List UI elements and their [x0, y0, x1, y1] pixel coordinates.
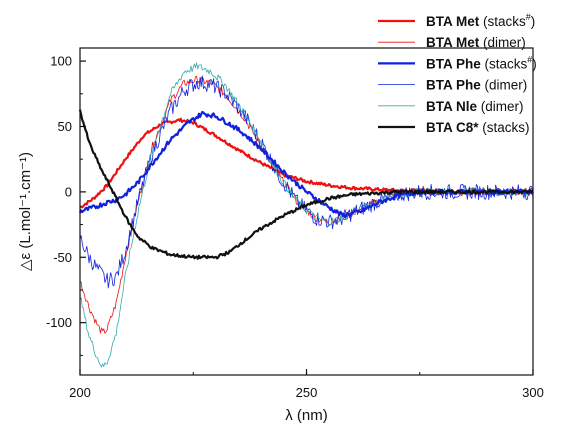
x-tick-label: 250: [296, 385, 318, 400]
x-tick-label: 300: [522, 385, 544, 400]
legend-label: BTA Met (stacks#): [426, 12, 535, 29]
y-tick-label: 100: [50, 54, 72, 69]
legend-entry: BTA Phe (stacks#): [378, 54, 537, 71]
legend-entry: BTA Phe (dimer): [378, 78, 527, 93]
y-tick-label: -50: [53, 250, 72, 265]
y-tick-label: -100: [46, 315, 72, 330]
y-tick-label: 0: [65, 184, 72, 199]
y-axis-title: △ε (L.mol⁻¹.cm⁻¹): [17, 152, 34, 271]
series-line-4: [79, 62, 534, 368]
legend-label: BTA Phe (dimer): [426, 78, 527, 93]
axis-ticks: 200 250 300 100 50 0 -50 -100: [46, 54, 544, 400]
series-line-5: [78, 109, 534, 260]
legend-label: BTA Nle (dimer): [426, 99, 524, 114]
legend-entry: BTA Nle (dimer): [378, 99, 524, 114]
legend-entry: BTA Met (stacks#): [378, 12, 535, 29]
legend-label: BTA Phe (stacks#): [426, 54, 537, 71]
legend-label: BTA C8* (stacks): [426, 120, 530, 135]
legend-entry: BTA Met (dimer): [378, 35, 526, 50]
series-lines: [78, 62, 534, 368]
legend-label: BTA Met (dimer): [426, 35, 526, 50]
legend-entry: BTA C8* (stacks): [378, 120, 530, 135]
y-tick-label: 50: [58, 119, 72, 134]
legend: BTA Met (stacks#) BTA Met (dimer) BTA Phe …: [378, 12, 537, 135]
series-line-3: [79, 75, 534, 289]
plot-frame: [79, 47, 534, 376]
x-axis-title: λ (nm): [285, 407, 328, 424]
x-tick-label: 200: [69, 385, 91, 400]
